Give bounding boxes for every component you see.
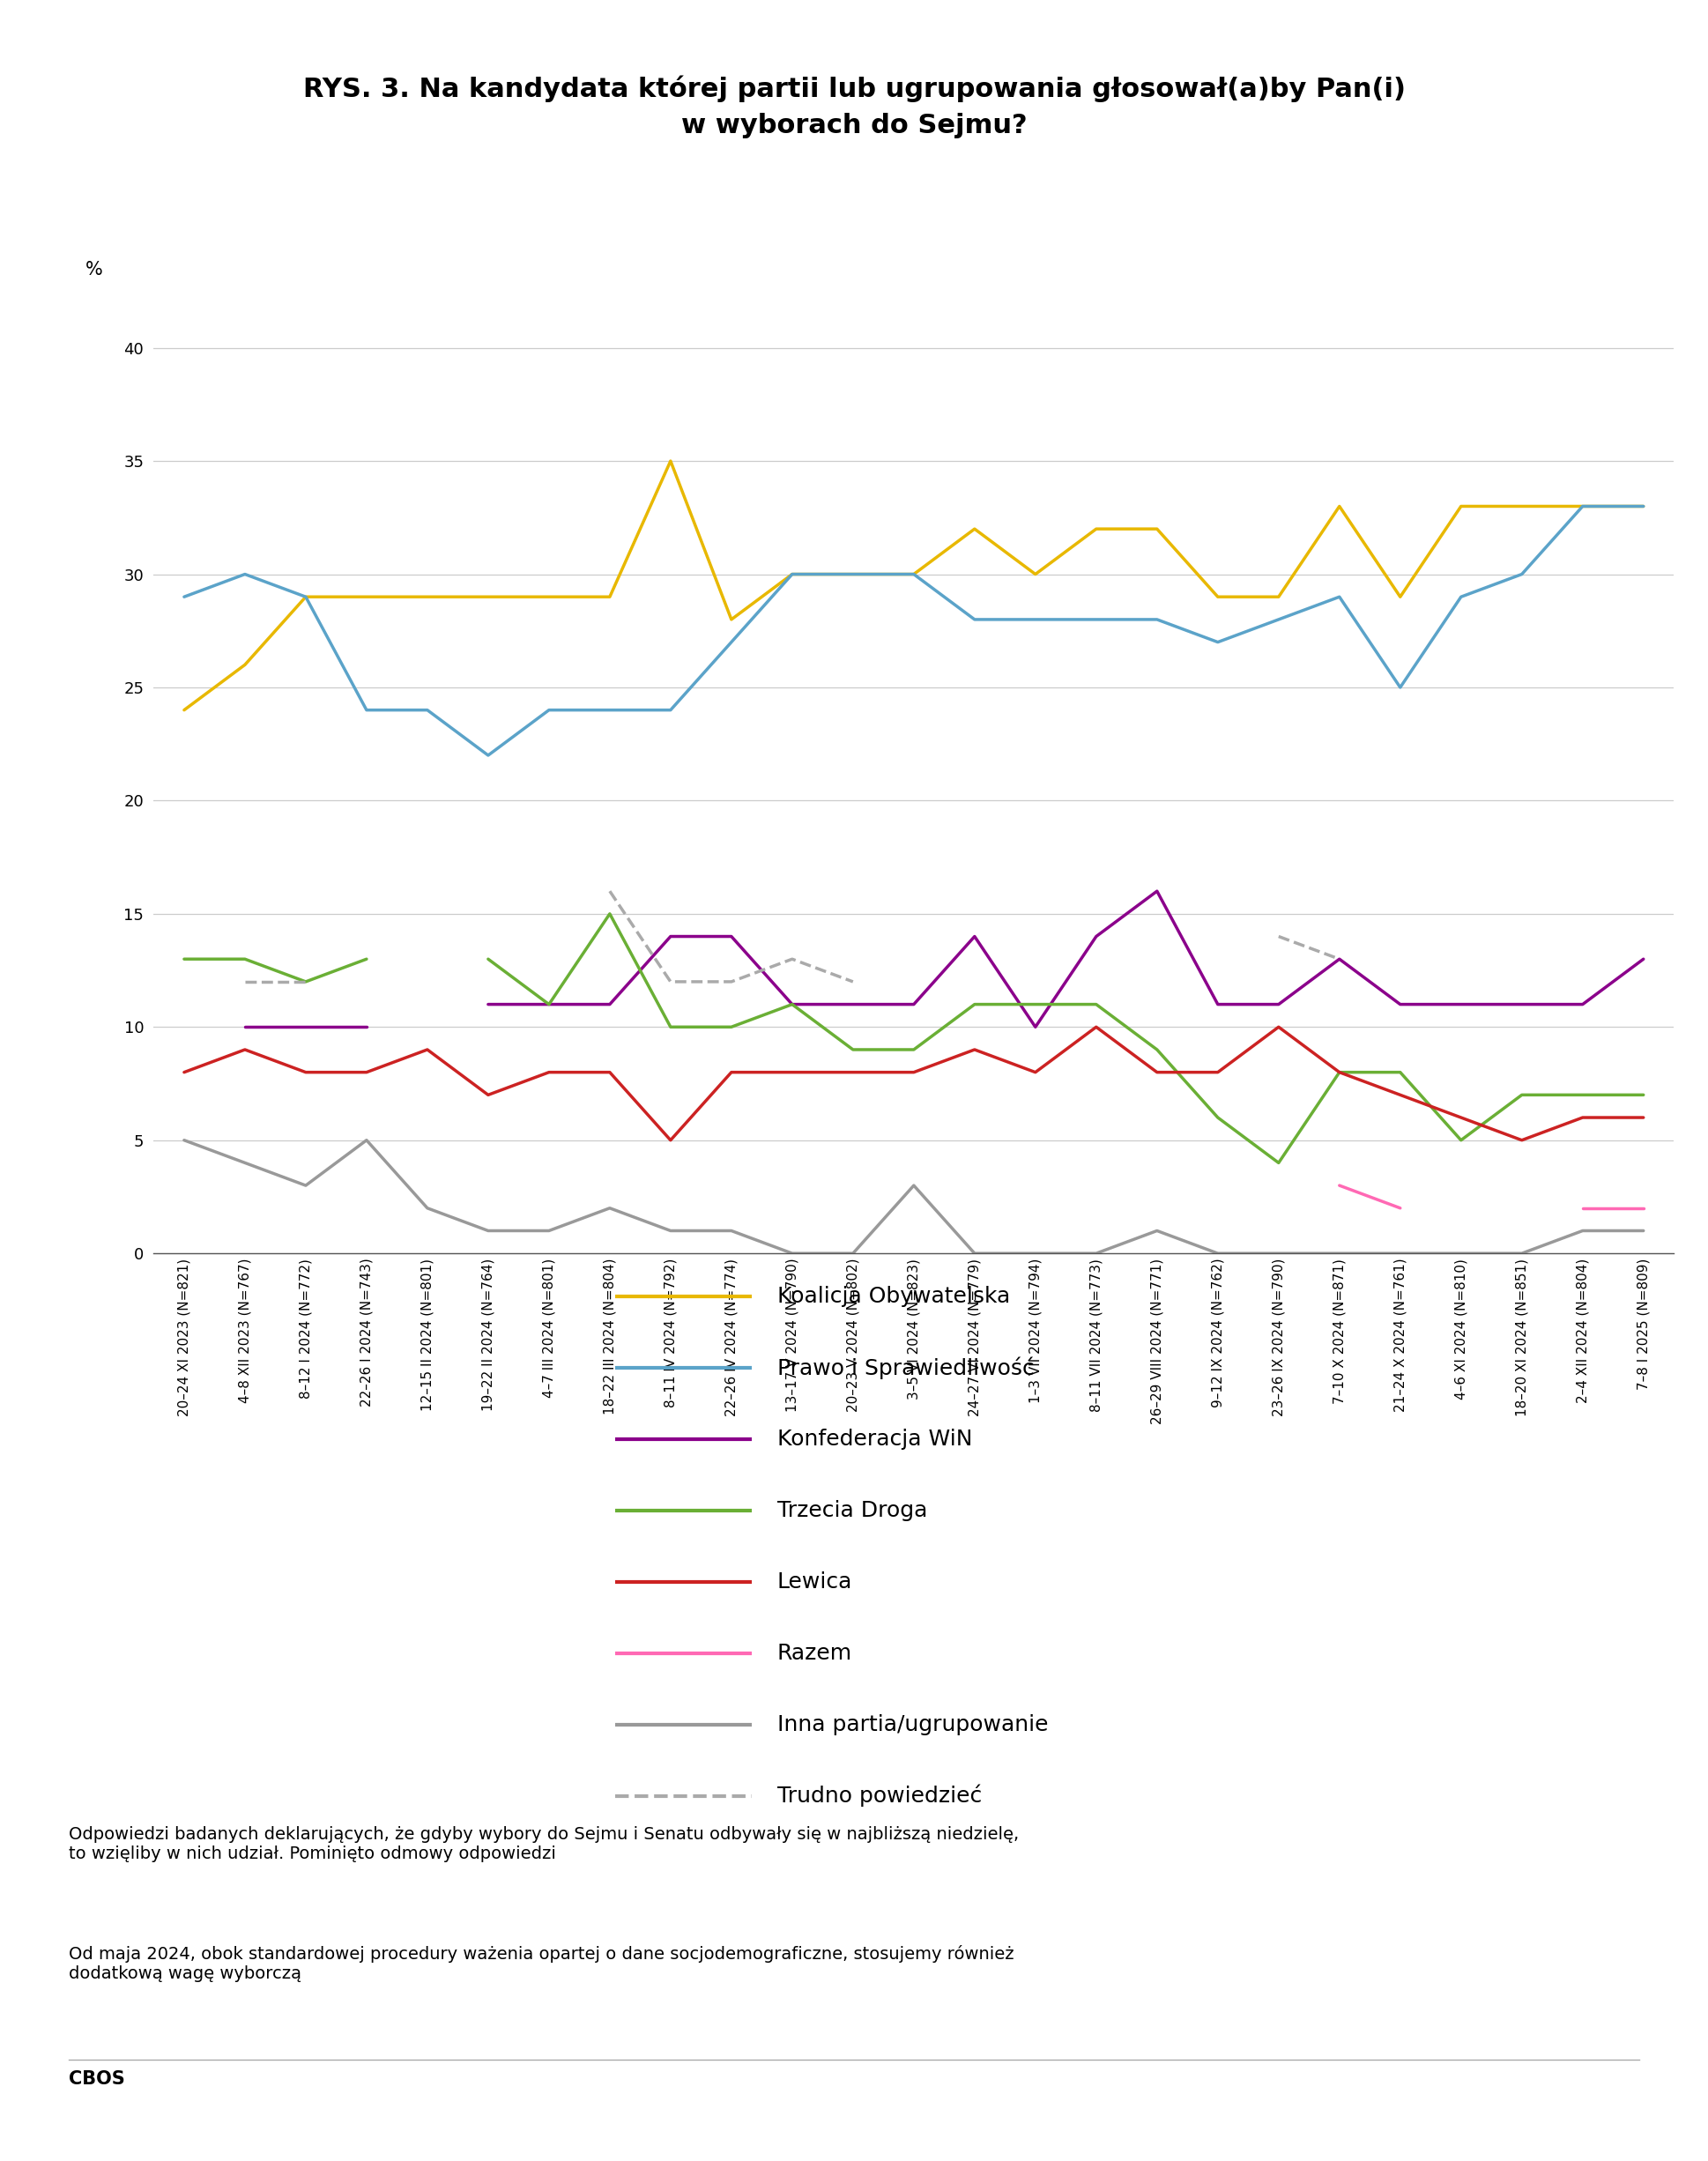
Text: CBOS: CBOS bbox=[68, 2070, 125, 2088]
Text: Inna partia/ugrupowanie: Inna partia/ugrupowanie bbox=[777, 1714, 1049, 1735]
Text: Koalicja Obywatelska: Koalicja Obywatelska bbox=[777, 1286, 1009, 1307]
Text: Razem: Razem bbox=[777, 1642, 852, 1664]
Text: Konfederacja WiN: Konfederacja WiN bbox=[777, 1428, 972, 1450]
Text: Odpowiedzi badanych deklarujących, że gdyby wybory do Sejmu i Senatu odbywały si: Odpowiedzi badanych deklarujących, że gd… bbox=[68, 1826, 1018, 1863]
Text: Trudno powiedzieć: Trudno powiedzieć bbox=[777, 1785, 982, 1807]
Text: Lewica: Lewica bbox=[777, 1571, 852, 1593]
Text: Prawo i Sprawiedliwość: Prawo i Sprawiedliwość bbox=[777, 1357, 1035, 1379]
Text: RYS. 3. Na kandydata której partii lub ugrupowania głosował(a)by Pan(i): RYS. 3. Na kandydata której partii lub u… bbox=[302, 76, 1406, 102]
Text: %: % bbox=[85, 261, 102, 279]
Text: Trzecia Droga: Trzecia Droga bbox=[777, 1500, 927, 1521]
Text: w wyborach do Sejmu?: w wyborach do Sejmu? bbox=[681, 112, 1027, 138]
Text: Od maja 2024, obok standardowej procedury ważenia opartej o dane socjodemografic: Od maja 2024, obok standardowej procedur… bbox=[68, 1945, 1013, 1982]
